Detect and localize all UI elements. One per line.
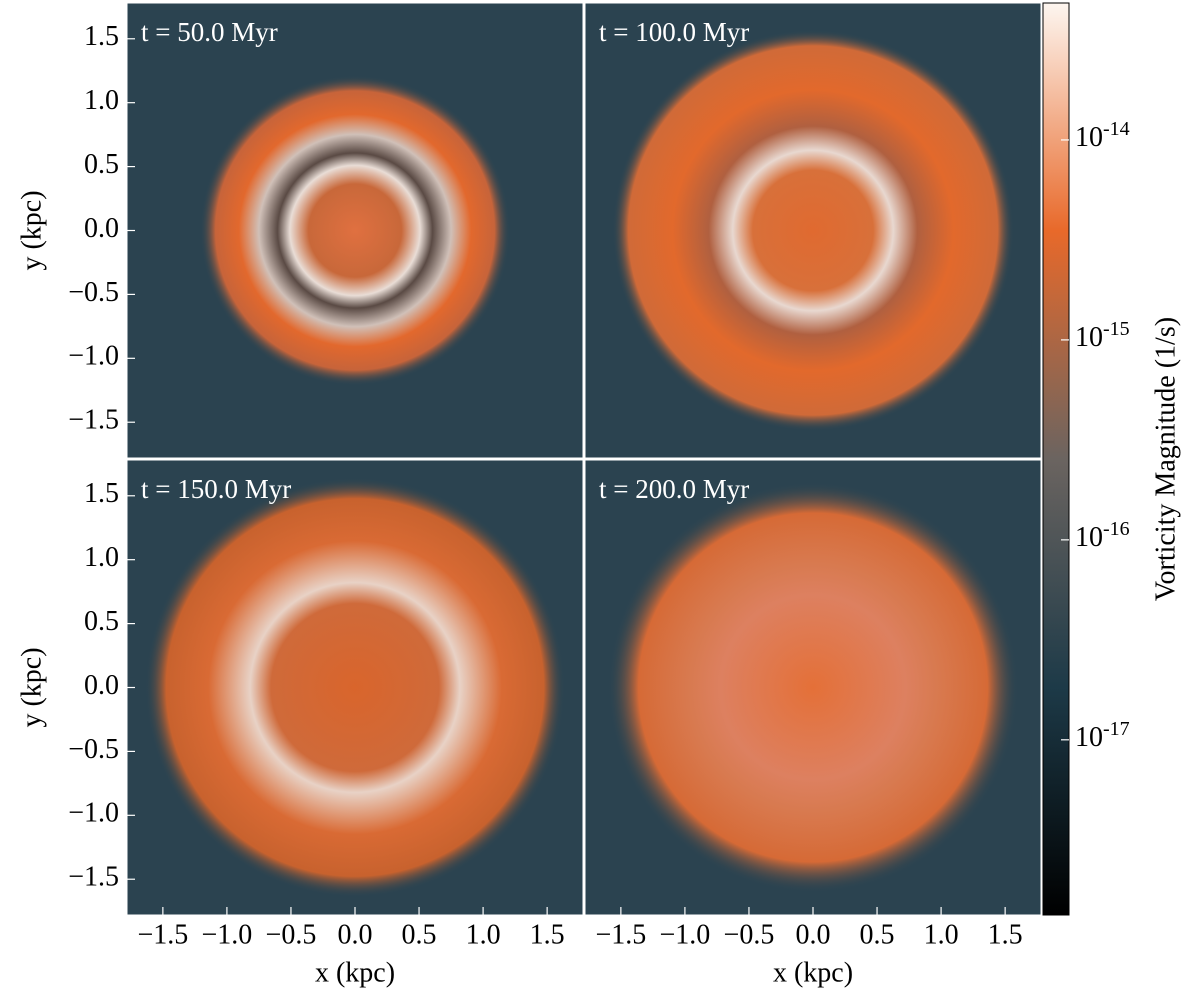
y-tick-label: −1.0 <box>68 341 119 372</box>
x-tick-label: −1.5 <box>595 919 646 950</box>
y-axis-label: y (kpc) <box>16 647 47 727</box>
x-axis-label: x (kpc) <box>315 957 395 988</box>
y-tick-label: 1.0 <box>84 85 119 116</box>
y-axis-label: y (kpc) <box>16 190 47 270</box>
figure: t = 50.0 Myr −1.5 −1.0 −0.5 0.0 0.5 1.0 1.5 y (k… <box>0 0 1193 997</box>
x-tick-label: −1.0 <box>660 919 711 950</box>
colorbar-label: Vorticity Magnitude (1/s) <box>1150 317 1181 601</box>
y-tick-label: 0.5 <box>84 606 119 637</box>
vorticity-image <box>145 478 565 898</box>
vorticity-image <box>612 30 1013 431</box>
y-tick-label: 0.5 <box>84 149 119 180</box>
y-tick-label: −1.5 <box>68 405 119 436</box>
y-tick-label: 1.5 <box>84 478 119 509</box>
colorbar-tick-label: 10-14 <box>1075 118 1130 154</box>
x-tick-label: −0.5 <box>724 919 775 950</box>
x-tick-label: −0.5 <box>266 919 317 950</box>
x-tick-label: 0.0 <box>338 919 373 950</box>
x-tick-label: 1.0 <box>466 919 501 950</box>
colorbar-tick-label: 10-15 <box>1075 317 1130 353</box>
x-tick-label: 0.0 <box>796 919 831 950</box>
x-tick-label: 1.5 <box>530 919 565 950</box>
colorbar-tick-label: 10-16 <box>1075 517 1130 553</box>
y-tick-label: 0.0 <box>84 670 119 701</box>
x-tick-label: −1.0 <box>202 919 253 950</box>
y-tick-label: −0.5 <box>68 277 119 308</box>
y-tick-label: −1.5 <box>68 862 119 893</box>
y-tick-label: 1.0 <box>84 542 119 573</box>
panel-annotation: t = 200.0 Myr <box>599 474 749 504</box>
plot-area: t = 50.0 Myr −1.5 −1.0 −0.5 0.0 0.5 1.0 1.5 y (k… <box>16 3 1181 988</box>
panel-annotation: t = 50.0 Myr <box>141 17 278 47</box>
y-tick-label: −0.5 <box>68 734 119 765</box>
x-tick-label: 0.5 <box>402 919 437 950</box>
vorticity-image <box>200 75 510 385</box>
x-tick-label: 1.0 <box>924 919 959 950</box>
x-tick-label: −1.5 <box>137 919 188 950</box>
x-axis-label: x (kpc) <box>773 957 853 988</box>
vorticity-image <box>608 482 1018 892</box>
y-tick-label: 1.5 <box>84 21 119 52</box>
y-tick-label: −1.0 <box>68 798 119 829</box>
x-tick-label: 0.5 <box>860 919 895 950</box>
colorbar-tick-label: 10-17 <box>1075 717 1130 753</box>
x-tick-label: 1.5 <box>988 919 1023 950</box>
y-tick-label: 0.0 <box>84 213 119 244</box>
panel-annotation: t = 100.0 Myr <box>599 17 749 47</box>
panel-annotation: t = 150.0 Myr <box>141 474 291 504</box>
